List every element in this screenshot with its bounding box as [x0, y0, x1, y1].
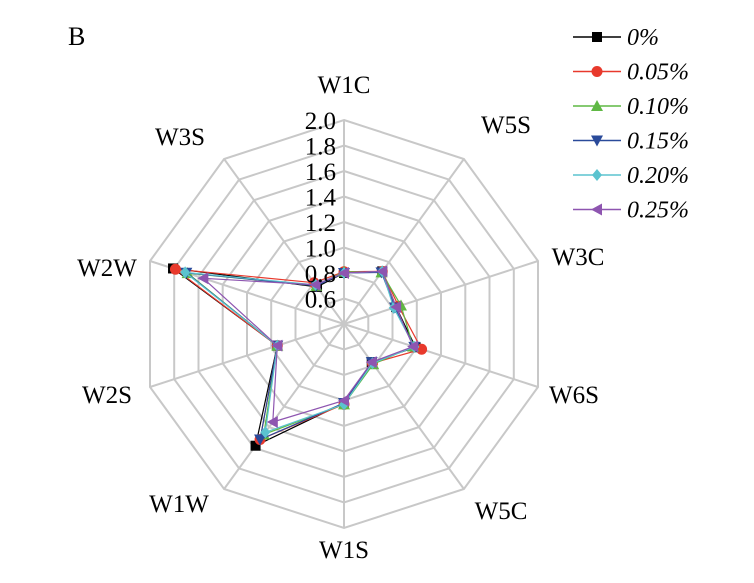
radial-tick-label: 1.6 — [305, 159, 336, 186]
data-point — [271, 339, 283, 352]
axis-label-w1c: W1C — [318, 72, 371, 99]
radial-tick-label: 0.8 — [305, 261, 336, 288]
legend-label: 0.20% — [627, 163, 689, 189]
data-point — [260, 426, 271, 439]
panel-label: B — [68, 22, 85, 51]
radial-tick-labels: 0.60.81.01.21.41.61.82.0 — [305, 108, 337, 314]
data-point — [266, 415, 278, 428]
legend-item: 0.20% — [573, 163, 689, 189]
axis-label-w3s: W3S — [155, 124, 205, 151]
legend-item: 0.15% — [573, 129, 689, 155]
legend-item: 0% — [573, 25, 659, 51]
grid-spoke — [343, 260, 539, 325]
radial-tick-label: 1.0 — [305, 236, 336, 263]
axis-label-w1w: W1W — [149, 491, 209, 518]
radial-tick-label: 1.8 — [305, 134, 336, 161]
radar-series — [168, 263, 428, 451]
data-point — [169, 263, 181, 275]
axis-label-w2w: W2W — [77, 255, 137, 282]
data-point — [309, 278, 321, 291]
data-point — [180, 266, 191, 279]
data-point — [338, 267, 349, 279]
legend-label: 0.25% — [627, 198, 689, 224]
legend-marker — [591, 135, 603, 147]
grid-spoke — [343, 323, 465, 490]
legend-label: 0.10% — [627, 94, 689, 120]
legend-marker — [591, 66, 603, 77]
grid-spoke — [223, 158, 345, 325]
data-point — [365, 356, 377, 369]
radial-tick-label: 2.0 — [305, 108, 336, 135]
legend-label: 0% — [627, 25, 659, 51]
data-point — [407, 340, 419, 353]
legend-marker — [591, 203, 602, 216]
grid-spoke — [149, 323, 345, 388]
grid-spoke — [343, 323, 539, 388]
data-point — [250, 440, 261, 451]
grid-spoke — [223, 323, 345, 490]
axis-label-w5s: W5S — [481, 112, 531, 139]
series-025 — [197, 265, 419, 428]
series-015 — [180, 267, 421, 446]
legend-marker — [592, 169, 602, 181]
grid-spoke — [343, 158, 465, 325]
legend-item: 0.10% — [573, 94, 689, 120]
axis-label-w6s: W6S — [549, 382, 599, 409]
series-line — [185, 271, 414, 436]
legend-item: 0.25% — [573, 198, 689, 224]
radial-tick-label: 1.4 — [305, 185, 337, 212]
series-line — [183, 270, 416, 434]
legend-marker — [592, 32, 602, 42]
axis-label-w2s: W2S — [82, 382, 132, 409]
radial-tick-label: 1.2 — [305, 210, 336, 237]
axis-label-w5c: W5C — [475, 498, 528, 525]
legend-marker — [591, 100, 603, 111]
radial-tick-label: 0.6 — [305, 287, 336, 314]
legend-label: 0.15% — [627, 129, 689, 155]
data-point — [376, 265, 388, 278]
axis-label-w3c: W3C — [552, 244, 605, 271]
data-point — [197, 272, 209, 285]
legend-label: 0.05% — [627, 60, 689, 86]
axis-labels: W1C W5S W3C W6S W5C W1S W1W W2S W2W W3S — [77, 72, 604, 564]
radar-grid — [149, 118, 539, 530]
data-point — [254, 434, 267, 446]
axis-label-w1s: W1S — [319, 537, 369, 564]
legend-item: 0.05% — [573, 60, 689, 86]
data-point — [390, 301, 402, 314]
data-point — [338, 394, 349, 407]
legend: 0% 0.05% 0.10% 0.15% 0.20% 0.25% — [573, 25, 689, 224]
